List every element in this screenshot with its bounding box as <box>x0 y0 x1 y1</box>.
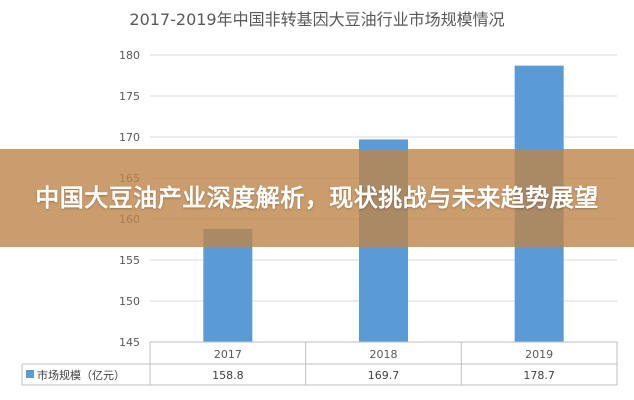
y-tick-label: 145 <box>119 336 140 349</box>
y-tick-label: 175 <box>119 90 140 103</box>
x-category-label: 2017 <box>214 348 242 361</box>
banner-title: 中国大豆油产业深度解析，现状挑战与未来趋势展望 <box>35 184 599 212</box>
bar <box>203 228 253 342</box>
y-tick-label: 150 <box>119 295 140 308</box>
x-category-label: 2019 <box>525 348 553 361</box>
chart-title: 2017-2019年中国非转基因大豆油行业市场规模情况 <box>129 10 504 29</box>
legend-swatch <box>26 370 34 378</box>
legend-label: 市场规模（亿元） <box>37 368 125 382</box>
y-tick-label: 170 <box>119 131 140 144</box>
table-value: 178.7 <box>523 369 555 382</box>
y-tick-label: 155 <box>119 254 140 267</box>
data-table: 2017 2018 2019 158.8 169.7 178.7 市场规模（亿元） <box>21 341 618 386</box>
table-value: 158.8 <box>212 369 244 382</box>
x-category-label: 2018 <box>370 348 398 361</box>
table-value: 169.7 <box>368 369 400 382</box>
y-tick-label: 180 <box>119 49 140 62</box>
title-banner: 中国大豆油产业深度解析，现状挑战与未来趋势展望 <box>0 149 634 247</box>
